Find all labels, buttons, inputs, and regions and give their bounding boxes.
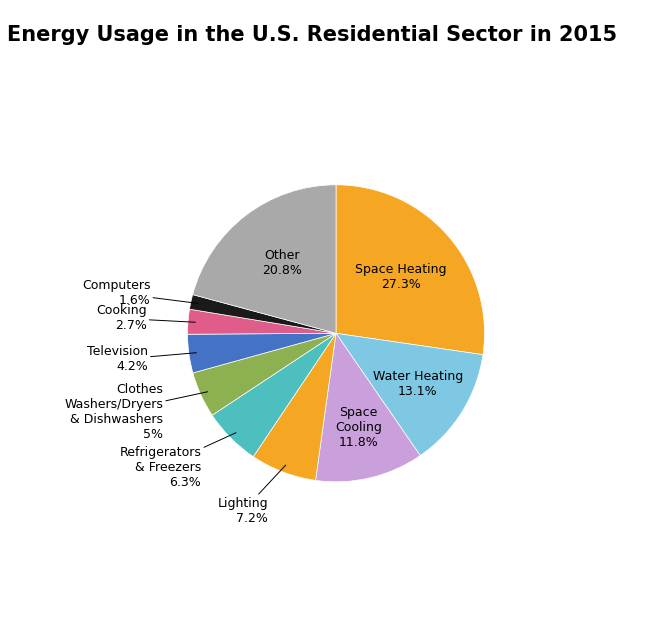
Text: Refrigerators
& Freezers
6.3%: Refrigerators & Freezers 6.3% — [120, 433, 236, 489]
Wedge shape — [336, 185, 485, 354]
Text: Cooking
2.7%: Cooking 2.7% — [96, 305, 196, 333]
Wedge shape — [336, 333, 483, 455]
Wedge shape — [212, 333, 336, 457]
Text: Lighting
7.2%: Lighting 7.2% — [218, 465, 286, 525]
Text: Space
Cooling
11.8%: Space Cooling 11.8% — [335, 406, 382, 449]
Text: Water Heating
13.1%: Water Heating 13.1% — [373, 370, 463, 398]
Wedge shape — [187, 333, 336, 373]
Wedge shape — [190, 295, 336, 333]
Wedge shape — [193, 185, 336, 333]
Wedge shape — [187, 309, 336, 334]
Text: Television
4.2%: Television 4.2% — [87, 346, 196, 374]
Text: Computers
1.6%: Computers 1.6% — [82, 279, 198, 307]
Text: Other
20.8%: Other 20.8% — [262, 249, 302, 277]
Wedge shape — [253, 333, 336, 480]
Text: Space Heating
27.3%: Space Heating 27.3% — [355, 263, 447, 291]
Text: Clothes
Washers/Dryers
& Dishwashers
5%: Clothes Washers/Dryers & Dishwashers 5% — [64, 383, 208, 441]
Wedge shape — [316, 333, 420, 482]
Text: Energy Usage in the U.S. Residential Sector in 2015: Energy Usage in the U.S. Residential Sec… — [7, 25, 617, 45]
Wedge shape — [193, 333, 336, 415]
